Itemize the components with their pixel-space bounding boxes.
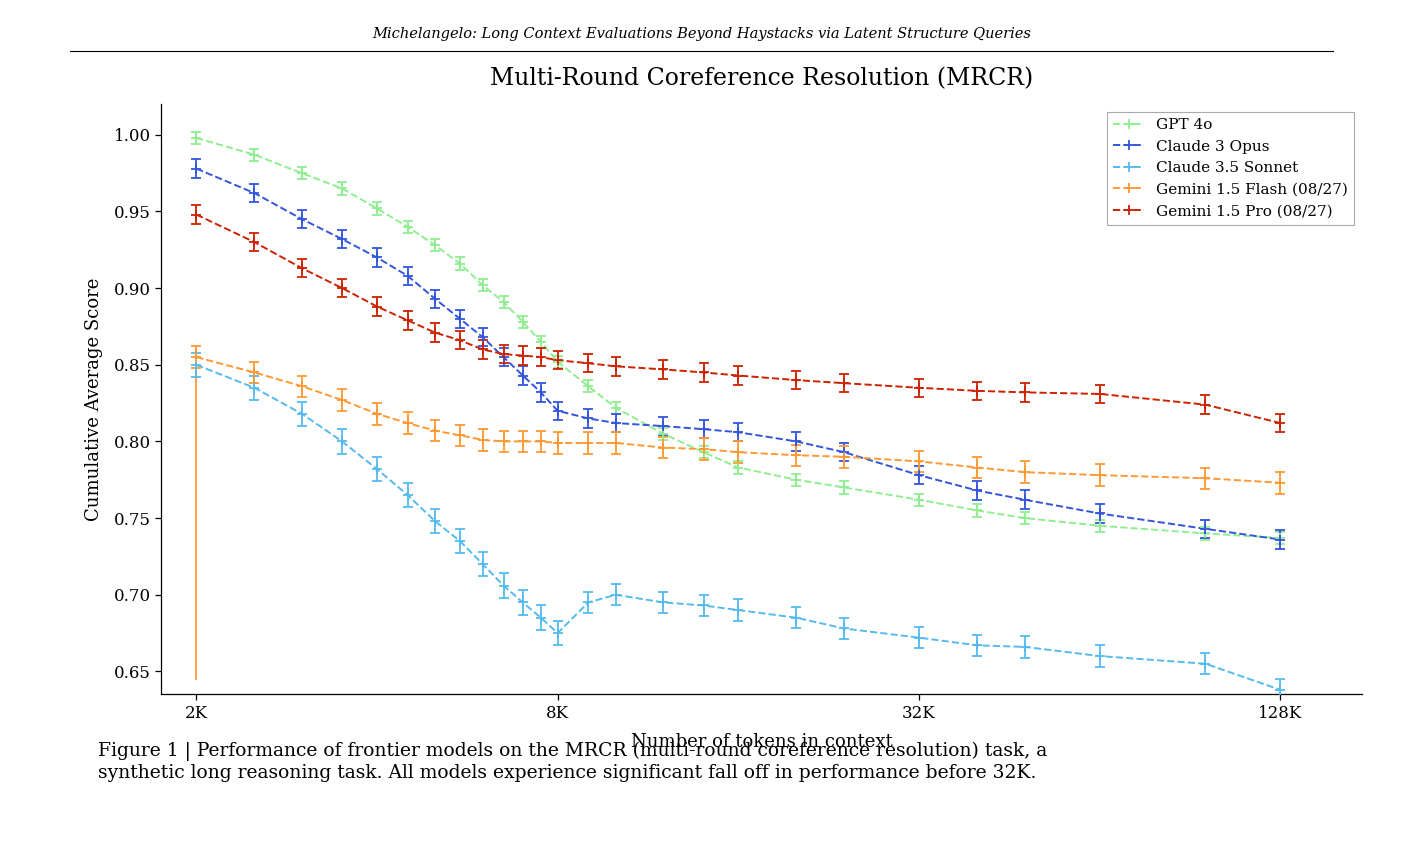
Text: Figure 1 | Performance of frontier models on the MRCR (multi-round coreference r: Figure 1 | Performance of frontier model… [98, 742, 1047, 782]
Title: Multi-Round Coreference Resolution (MRCR): Multi-Round Coreference Resolution (MRCR… [490, 67, 1033, 89]
X-axis label: Number of tokens in context: Number of tokens in context [630, 733, 893, 751]
Text: Michelangelo: Long Context Evaluations Beyond Haystacks via Latent Structure Que: Michelangelo: Long Context Evaluations B… [372, 27, 1032, 41]
Legend: GPT 4o, Claude 3 Opus, Claude 3.5 Sonnet, Gemini 1.5 Flash (08/27), Gemini 1.5 P: GPT 4o, Claude 3 Opus, Claude 3.5 Sonnet… [1108, 112, 1355, 225]
Y-axis label: Cumulative Average Score: Cumulative Average Score [84, 278, 102, 521]
